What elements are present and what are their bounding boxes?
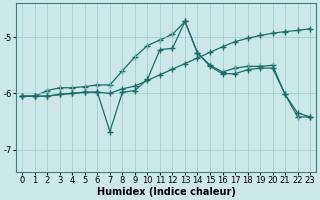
X-axis label: Humidex (Indice chaleur): Humidex (Indice chaleur) xyxy=(97,187,236,197)
